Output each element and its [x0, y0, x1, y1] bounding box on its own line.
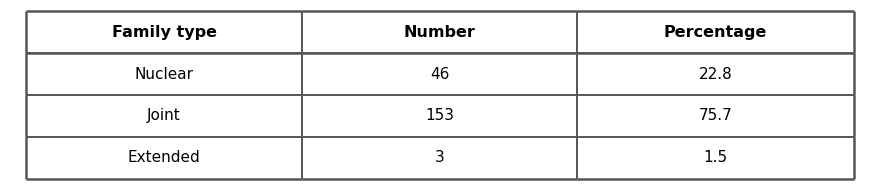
- Text: Percentage: Percentage: [664, 25, 767, 40]
- Text: Family type: Family type: [112, 25, 216, 40]
- Bar: [302, 53, 577, 95]
- Bar: [26, 137, 302, 179]
- Bar: [577, 95, 854, 137]
- Text: 75.7: 75.7: [699, 108, 732, 123]
- Text: 1.5: 1.5: [703, 150, 728, 165]
- Bar: [302, 95, 577, 137]
- Text: Number: Number: [404, 25, 475, 40]
- Bar: [302, 11, 577, 53]
- Bar: [577, 53, 854, 95]
- Bar: [26, 95, 302, 137]
- Bar: [577, 11, 854, 53]
- Text: 153: 153: [425, 108, 454, 123]
- Bar: [26, 53, 302, 95]
- Bar: [577, 137, 854, 179]
- Text: Extended: Extended: [128, 150, 201, 165]
- Text: 46: 46: [430, 67, 450, 82]
- Bar: [26, 11, 302, 53]
- Bar: [302, 137, 577, 179]
- Text: Joint: Joint: [147, 108, 181, 123]
- Text: Nuclear: Nuclear: [135, 67, 194, 82]
- Text: 22.8: 22.8: [699, 67, 732, 82]
- Text: 3: 3: [435, 150, 444, 165]
